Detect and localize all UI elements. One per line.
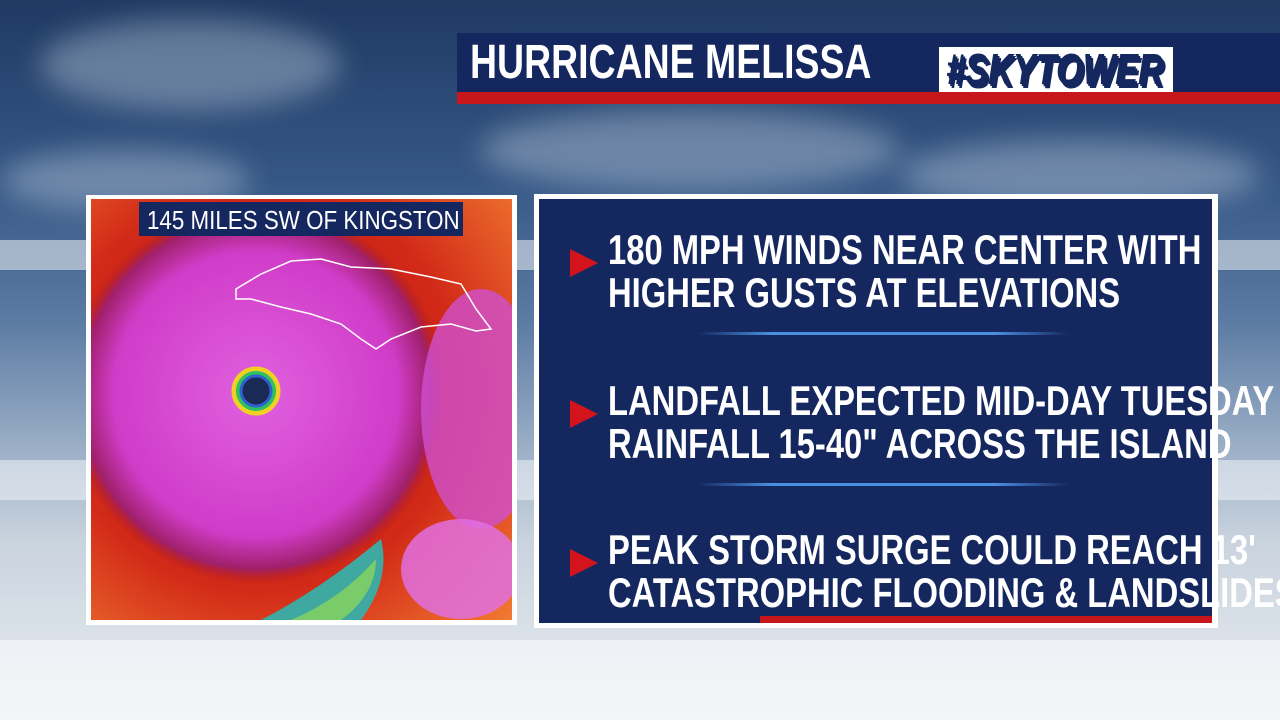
map-label: 145 MILES SW OF KINGSTON — [147, 205, 460, 235]
cloud — [480, 110, 900, 190]
bullet-text: CATASTROPHIC FLOODING & LANDSLIDES — [608, 569, 1280, 616]
eye-ring — [231, 366, 281, 416]
bullet-text: LANDFALL EXPECTED MID-DAY TUESDAY — [608, 377, 1275, 424]
panel-body: 180 MPH WINDS NEAR CENTER WITH HIGHER GUS… — [539, 199, 1280, 623]
outer-band — [421, 289, 512, 529]
header-stripe — [457, 92, 1280, 104]
header-bar: HURRICANE MELISSA #SKYTOWER — [457, 33, 1280, 97]
bullet-text: 180 MPH WINDS NEAR CENTER WITH — [608, 226, 1202, 273]
map-frame: 145 MILES SW OF KINGSTON — [86, 195, 517, 625]
bullet-marker — [570, 400, 598, 428]
logo: #SKYTOWER — [939, 47, 1173, 97]
eye — [239, 374, 273, 408]
header-title: HURRICANE MELISSA — [470, 36, 872, 89]
rain-band — [291, 559, 376, 620]
map-label-box: 145 MILES SW OF KINGSTON — [139, 202, 463, 236]
satellite-image — [91, 199, 512, 620]
cloud — [40, 20, 340, 110]
bullet-marker — [570, 249, 598, 277]
island-outline — [235, 258, 493, 350]
outer-band — [401, 519, 512, 619]
bullet-marker — [570, 549, 598, 577]
divider — [697, 483, 1069, 486]
eye-ring — [236, 371, 276, 411]
deck — [0, 640, 1280, 720]
bullet-text: RAINFALL 15-40" ACROSS THE ISLAND — [608, 420, 1232, 467]
bullet-text: HIGHER GUSTS AT ELEVATIONS — [608, 269, 1121, 316]
info-panel: 180 MPH WINDS NEAR CENTER WITH HIGHER GUS… — [534, 194, 1280, 628]
panel-stripe — [760, 616, 1212, 623]
bullet-text: PEAK STORM SURGE COULD REACH 13' — [608, 526, 1256, 573]
divider — [697, 332, 1069, 335]
